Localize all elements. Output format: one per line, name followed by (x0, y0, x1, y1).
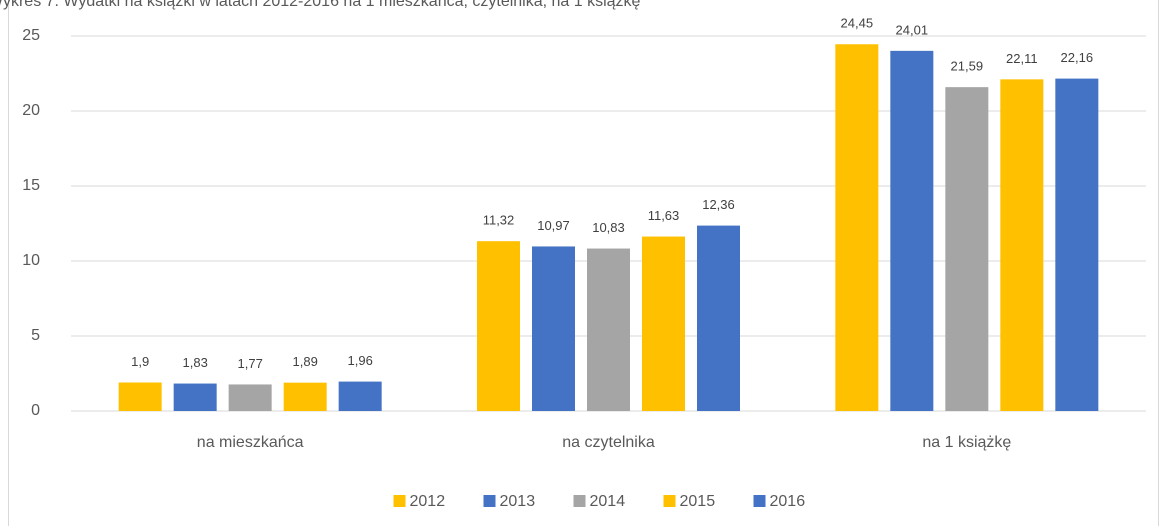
legend-swatch (753, 495, 766, 507)
bar (587, 248, 630, 411)
bar (1000, 79, 1044, 411)
bar (945, 87, 989, 412)
value-label: 10,83 (592, 220, 625, 235)
y-tick-label: 0 (31, 402, 40, 419)
y-tick-label: 10 (22, 252, 40, 269)
bar (338, 381, 382, 411)
bar (118, 382, 162, 411)
value-label: 12,36 (702, 197, 735, 212)
value-label: 22,16 (1061, 50, 1094, 65)
value-label: 24,45 (841, 16, 874, 31)
y-tick-label: 25 (22, 27, 40, 44)
value-label: 10,97 (537, 218, 570, 233)
legend-label: 2013 (500, 493, 536, 510)
x-tick-label: na czytelnika (562, 434, 655, 451)
value-label: 1,83 (183, 355, 208, 370)
x-tick-label: na mieszkańca (197, 434, 304, 451)
legend-swatch (663, 495, 676, 507)
value-label: 21,59 (951, 59, 984, 74)
bar (890, 50, 934, 411)
y-tick-label: 20 (22, 102, 40, 119)
value-label: 1,9 (131, 354, 149, 369)
bar (835, 44, 879, 411)
bar (642, 236, 685, 411)
bar (477, 241, 520, 411)
x-tick-label: na 1 książkę (922, 434, 1011, 451)
legend-label: 2012 (410, 493, 446, 510)
legend-swatch (483, 495, 496, 507)
y-tick-label: 5 (31, 327, 40, 344)
value-label: 24,01 (896, 22, 929, 37)
chart-border (8, 0, 1159, 526)
legend-label: 2014 (590, 493, 626, 510)
bar (532, 246, 575, 411)
legend-label: 2015 (680, 493, 716, 510)
value-label: 1,96 (348, 353, 373, 368)
legend-label: 2016 (770, 493, 806, 510)
value-label: 11,32 (483, 213, 515, 228)
legend-swatch (393, 495, 406, 507)
value-label: 1,89 (293, 354, 318, 369)
y-tick-label: 15 (22, 177, 40, 194)
bar (283, 382, 327, 411)
bar (1055, 78, 1099, 411)
chart-title: Wykres 7. Wydatki na książki w latach 20… (0, 0, 641, 10)
value-label: 11,63 (648, 208, 680, 223)
value-label: 22,11 (1006, 51, 1038, 66)
bar (697, 225, 740, 411)
legend-swatch (573, 495, 586, 507)
bar (228, 384, 272, 411)
bar (173, 383, 217, 411)
value-label: 1,77 (238, 356, 263, 371)
